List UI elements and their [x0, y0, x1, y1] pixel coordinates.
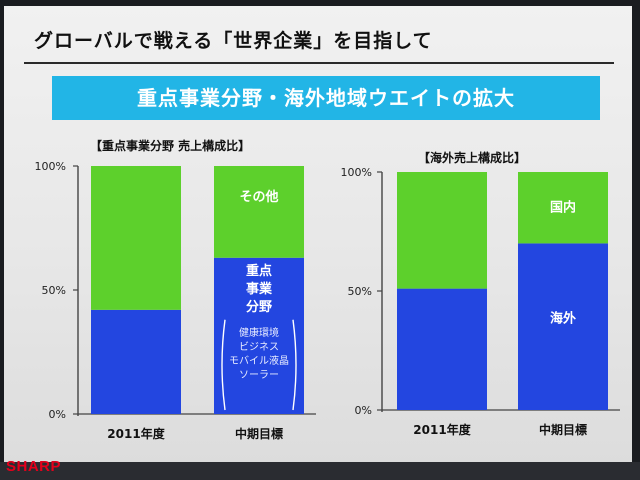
chart1-category-label: 中期目標	[235, 426, 283, 441]
chart1-label-focus: 重点	[246, 263, 272, 279]
title-divider	[24, 62, 614, 64]
chart1-sub-item: ソーラー	[239, 369, 279, 381]
chart2-label-overseas: 海外	[550, 311, 576, 327]
banner-text: 重点事業分野・海外地域ウエイトの拡大	[137, 86, 515, 110]
chart1-bar-その他	[91, 166, 181, 310]
slide-title: グローバルで戦える「世界企業」を目指して	[34, 30, 433, 52]
chart1-y-tick-label: 50%	[42, 284, 66, 297]
chart2-bar-国内	[397, 172, 487, 289]
chart1-label-focus: 分野	[246, 299, 272, 315]
chart1-bar-その他	[214, 166, 304, 258]
chart1-sub-item: モバイル液晶	[229, 354, 289, 367]
chart1-y-tick-label: 100%	[35, 160, 66, 173]
chart1-bar-重点事業分野	[214, 257, 304, 414]
chart1-category-label: 2011年度	[107, 426, 165, 441]
chart1-bar-重点事業分野	[91, 309, 181, 414]
chart2-bar-国内	[518, 172, 608, 244]
chart1-bracket-right	[292, 319, 297, 411]
chart1-label-focus: 事業	[246, 281, 273, 297]
chart1-title: 【重点事業分野 売上構成比】	[90, 139, 251, 153]
chart2-bar-海外	[397, 288, 487, 410]
chart2-category-label: 中期目標	[539, 422, 587, 437]
chart1-sub-item: 健康環境	[239, 326, 279, 339]
chart1-bracket-left	[221, 319, 226, 411]
chart2-title: 【海外売上構成比】	[418, 151, 527, 165]
footer-band	[0, 462, 640, 480]
chart2-y-tick-label: 100%	[341, 166, 372, 179]
banner: 重点事業分野・海外地域ウエイトの拡大	[52, 76, 600, 120]
chart1-sub-item: ビジネス	[239, 341, 279, 353]
chart2-y-tick-label: 0%	[355, 404, 372, 417]
chart2-label-domestic: 国内	[550, 200, 576, 216]
chart2-category-label: 2011年度	[413, 422, 471, 437]
sharp-logo: SHARP	[6, 458, 62, 475]
chart2-bar-海外	[518, 243, 608, 410]
chart2-y-tick-label: 50%	[348, 285, 372, 298]
chart1-label-other: その他	[239, 189, 278, 205]
chart1-y-tick-label: 0%	[49, 408, 66, 421]
